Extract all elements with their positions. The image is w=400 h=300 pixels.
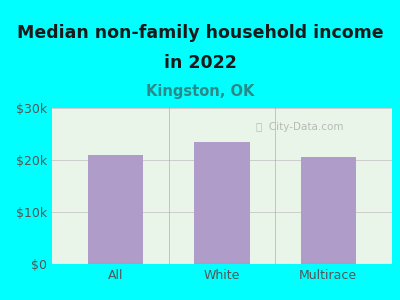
Bar xyxy=(88,155,143,264)
Text: Median non-family household income: Median non-family household income xyxy=(17,24,383,42)
Text: ⓘ  City-Data.com: ⓘ City-Data.com xyxy=(256,122,344,132)
Bar xyxy=(194,142,250,264)
Text: in 2022: in 2022 xyxy=(164,54,236,72)
Bar xyxy=(301,158,356,264)
Text: Kingston, OK: Kingston, OK xyxy=(146,84,254,99)
